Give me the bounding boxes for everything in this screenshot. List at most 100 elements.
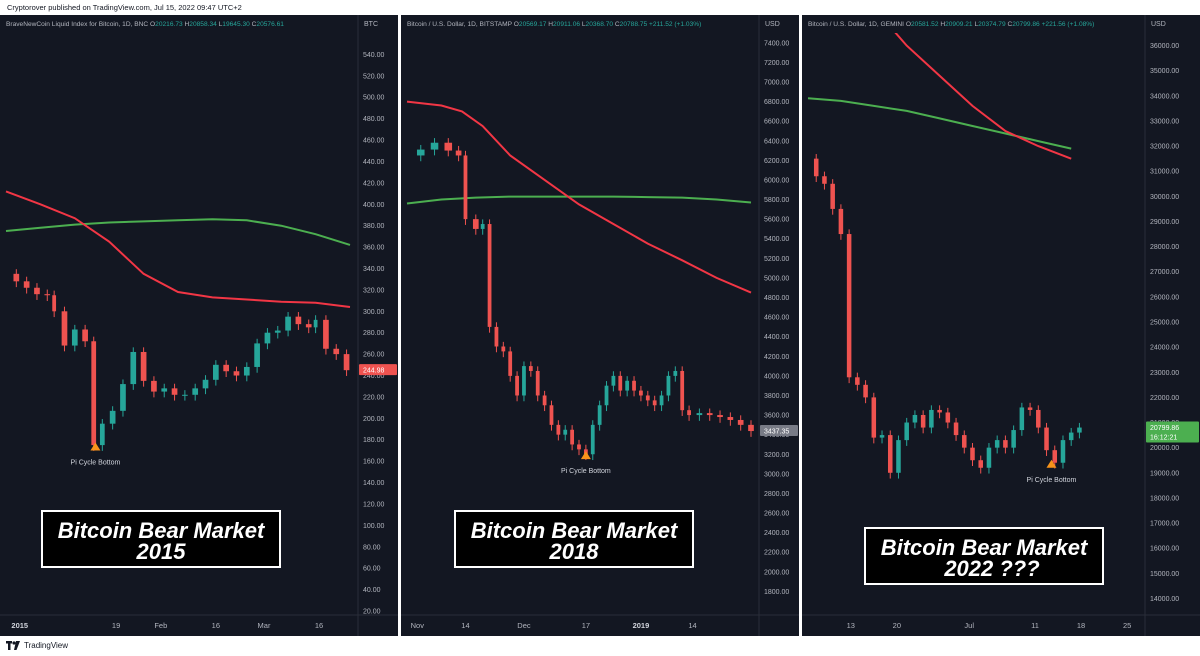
y-tick-label: 35000.00 (1150, 68, 1179, 75)
y-tick-label: 15000.00 (1150, 571, 1179, 578)
y-tick-label: 17000.00 (1150, 521, 1179, 528)
y-tick-label: 3200.00 (764, 452, 789, 459)
legend-token: L (582, 21, 586, 28)
candle-body (717, 415, 723, 418)
y-tick-label: 24000.00 (1150, 345, 1179, 352)
candle-body (202, 379, 209, 389)
legend-token: C (1007, 21, 1012, 28)
candle-body (71, 329, 78, 346)
candle-body (673, 370, 678, 376)
candle-body (696, 413, 703, 416)
title-line-1: Bitcoin Bear Market (58, 518, 266, 543)
candle-body (1044, 427, 1049, 451)
y-tick-label: 18000.00 (1150, 495, 1179, 502)
candle-body (813, 158, 819, 177)
last-price-label: 20799.86 16:12:21 (1146, 421, 1199, 443)
candles (13, 269, 350, 451)
x-tick-label: 17 (582, 621, 590, 630)
x-tick-label: 11 (1031, 621, 1039, 630)
candle-body (706, 413, 713, 416)
y-tick-label: 16000.00 (1150, 546, 1179, 553)
y-tick-label: 160.00 (363, 459, 385, 466)
x-tick-label: 13 (847, 621, 855, 630)
legend-token: Bitcoin / U.S. Dollar, 1D, GEMINI (808, 21, 906, 28)
y-tick-label: 4200.00 (764, 354, 789, 361)
candle-body (645, 395, 650, 401)
legend-token: 20374.79 (978, 21, 1007, 28)
candle-body (52, 295, 57, 312)
candle-body (929, 409, 934, 428)
candle-body (243, 366, 250, 376)
candle-body (528, 366, 533, 371)
candle-body (632, 380, 636, 391)
candle-body (515, 375, 519, 396)
x-tick-label: Jul (964, 621, 974, 630)
currency-label: USD (1151, 21, 1166, 28)
legend-token: 19645.30 (222, 21, 251, 28)
y-tick-label: 20000.00 (1150, 445, 1179, 452)
candle-body (986, 447, 992, 468)
candle-body (343, 354, 350, 371)
candle-body (1052, 450, 1058, 463)
candle-body (99, 423, 105, 446)
y-tick-label: 31000.00 (1150, 169, 1179, 176)
y-tick-label: 120.00 (363, 501, 385, 508)
legend-token: 20576.61 (256, 21, 284, 28)
candle-body (44, 294, 51, 296)
legend-line: Bitcoin / U.S. Dollar, 1D, BITSTAMP O205… (407, 21, 701, 28)
y-tick-label: 400.00 (363, 202, 385, 209)
ma-red-line (894, 33, 1072, 160)
x-tick-label: Nov (411, 621, 425, 630)
legend-token: 20216.73 (155, 21, 184, 28)
candle-body (962, 435, 967, 448)
y-tick-label: 27000.00 (1150, 269, 1179, 276)
candle-body (727, 417, 734, 420)
candle-body (130, 351, 137, 385)
candle-body (680, 370, 685, 411)
y-tick-label: 33000.00 (1150, 118, 1179, 125)
candle-body (34, 287, 40, 295)
candle-body (535, 370, 540, 396)
candle-body (223, 364, 229, 372)
legend-token: +211.52 (+1.03%) (649, 21, 701, 28)
candle-body (666, 375, 671, 396)
y-tick-label: 40.00 (363, 587, 381, 594)
title-line-1: Bitcoin Bear Market (881, 535, 1089, 560)
legend-token: +221.56 (+1.08%) (1042, 21, 1095, 28)
candle-body (430, 142, 439, 150)
y-tick-label: 460.00 (363, 138, 385, 145)
price-label-box (760, 425, 798, 437)
y-tick-label: 6200.00 (764, 158, 789, 165)
y-tick-label: 5200.00 (764, 256, 789, 263)
candle-body (945, 412, 951, 423)
candle-body (233, 371, 240, 376)
y-tick-label: 3600.00 (764, 413, 789, 420)
candles (813, 154, 1082, 479)
legend-token: 20569.17 (519, 21, 548, 28)
y-tick-label: 6800.00 (764, 99, 789, 106)
y-tick-label: 4800.00 (764, 295, 789, 302)
title-line-2: 2022 ??? (943, 556, 1039, 581)
title-box-frame (864, 527, 1104, 585)
y-tick-label: 420.00 (363, 180, 385, 187)
candle-body (542, 395, 547, 406)
price-label-text: 20799.86 (1150, 425, 1179, 432)
y-tick-label: 34000.00 (1150, 93, 1179, 100)
candle-body (285, 316, 291, 331)
y-tick-label: 6600.00 (764, 119, 789, 126)
y-tick-label: 4400.00 (764, 334, 789, 341)
candle-body (213, 364, 219, 380)
moving-averages (807, 33, 1072, 160)
legend-token: O (150, 21, 155, 28)
candle-body (1011, 430, 1016, 448)
candle-body (444, 142, 453, 151)
y-tick-label: 5600.00 (764, 217, 789, 224)
candle-body (994, 440, 1000, 448)
last-price-label: 3437.35 (760, 425, 798, 437)
y-tick-label: 260.00 (363, 352, 385, 359)
y-tick-label: 3000.00 (764, 471, 789, 478)
price-label-text: 244.98 (363, 368, 385, 375)
y-tick-label: 7000.00 (764, 79, 789, 86)
candle-body (192, 388, 199, 395)
